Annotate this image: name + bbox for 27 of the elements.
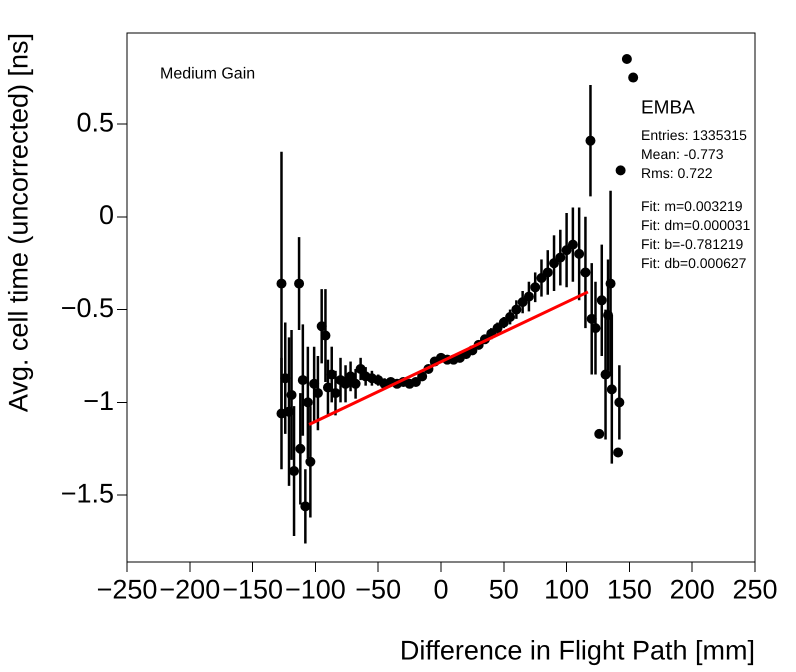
- annotation: Mean: -0.773: [641, 146, 724, 162]
- x-tick-label: −250: [96, 574, 158, 605]
- annotation: Fit: db=0.000627: [641, 254, 747, 271]
- x-tick-label: −100: [284, 574, 346, 605]
- y-tick-label: −1.5: [60, 478, 114, 509]
- x-tick-label: −50: [355, 574, 402, 605]
- x-tick-label: 0: [433, 574, 449, 605]
- x-tick-label: 150: [606, 574, 652, 605]
- x-tick-label: 250: [732, 574, 778, 605]
- y-tick-label: −1: [83, 386, 114, 416]
- y-tick-label: −0.5: [60, 293, 114, 324]
- x-tick-label: −150: [222, 574, 284, 605]
- y-tick-label: 0: [98, 200, 114, 230]
- y-tick-label: 0.5: [76, 107, 114, 138]
- x-tick-label: 200: [670, 574, 715, 605]
- annotation: Medium Gain: [160, 65, 256, 82]
- y-axis-title: Avg. cell time (uncorrected) [ns]: [4, 33, 34, 412]
- annotation: EMBA: [641, 98, 696, 119]
- annotation: Fit: b=-0.781219: [641, 236, 744, 252]
- x-tick-label: 50: [488, 574, 519, 605]
- annotation: Fit: dm=0.000031: [641, 216, 751, 233]
- annotation: Entries: 1335315: [641, 126, 748, 143]
- annotation: Rms: 0.722: [641, 164, 713, 181]
- x-axis-title: Difference in Flight Path [mm]: [400, 635, 755, 666]
- annotation: Fit: m=0.003219: [641, 198, 743, 214]
- x-tick-label: −200: [159, 574, 220, 605]
- x-tick-label: 100: [544, 574, 590, 605]
